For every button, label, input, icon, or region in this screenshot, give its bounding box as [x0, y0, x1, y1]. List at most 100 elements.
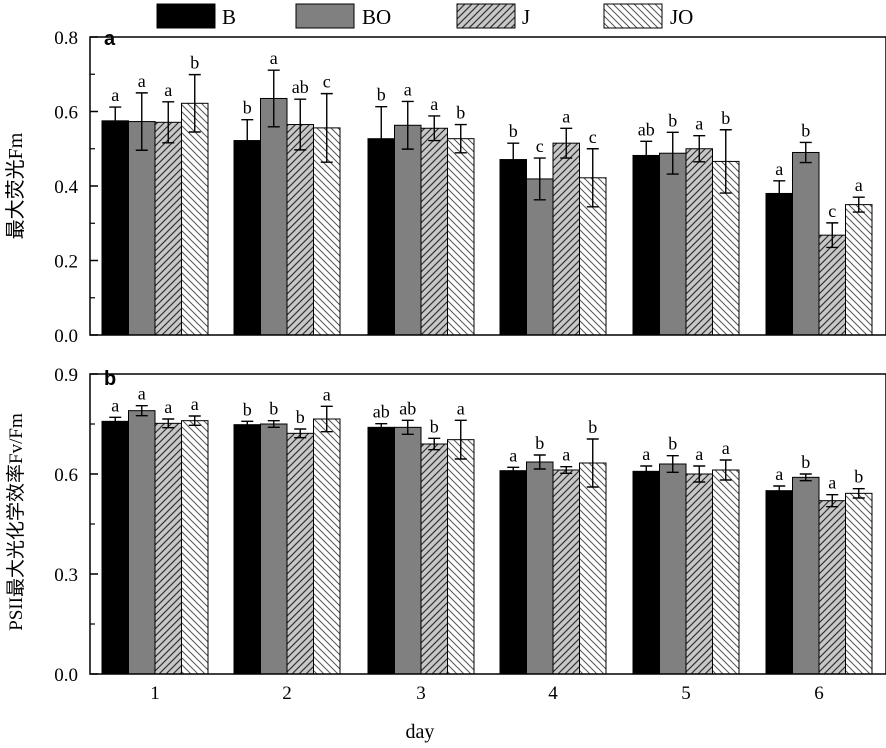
xtick-label: 2: [282, 683, 292, 704]
panel-b-bar-b-day-1: [101, 420, 129, 675]
panel-b-significance-letter: a: [828, 473, 836, 493]
panel-a-error-bar: [640, 140, 653, 171]
panel-b-bar-jo-day-4: [579, 462, 607, 675]
panel-b-significance-letter: a: [138, 384, 146, 404]
panel-b-significance-letter: a: [191, 394, 199, 414]
panel-a-ytick-label: 0.0: [54, 326, 78, 347]
panel-b-bar-j-day-4: [552, 469, 580, 675]
panel-a-bar-jo-day-6: [845, 204, 873, 336]
panel-a-significance-letter: ab: [638, 119, 655, 139]
panel-a-error-bar: [719, 129, 732, 194]
panel-b-error-bar: [852, 487, 865, 499]
panel-a-significance-letter: b: [509, 121, 518, 141]
panel-a-error-bar: [162, 101, 175, 144]
panel-a-significance-letter: a: [111, 85, 119, 105]
panel-b-significance-letter: b: [269, 399, 278, 419]
panel-b-error-bar: [719, 459, 732, 481]
panel-b-significance-letter: a: [509, 445, 517, 465]
xtick-label: 1: [150, 683, 160, 704]
xtick-label: 3: [416, 683, 426, 704]
panel-b-significance-letter: ab: [373, 402, 390, 422]
panel-a-error-bar: [852, 196, 865, 213]
panel-a-significance-letter: a: [270, 48, 278, 68]
panel-b-error-bar: [693, 465, 706, 483]
legend-label-bo: BO: [362, 5, 391, 29]
panel-b-bar-jo-day-5: [712, 469, 740, 675]
panel-b-bar-bo-day-3: [394, 426, 422, 675]
panel-a-significance-letter: ab: [292, 77, 309, 97]
panel-b-error-bar: [666, 454, 679, 474]
panel-b-ytick-label: 0.6: [54, 465, 78, 486]
panel-a-error-bar: [454, 123, 467, 154]
panel-b-significance-letter: b: [854, 467, 863, 487]
panel-b-error-bar: [135, 404, 148, 417]
x-axis-label: day: [406, 721, 435, 743]
legend-swatch-bo: [295, 3, 355, 29]
panel-a-error-bar: [109, 106, 122, 136]
panel-a-bar-bo-day-5: [659, 152, 687, 336]
panel-a-ytick-label: 0.6: [54, 103, 78, 124]
panel-b-significance-letter: a: [722, 438, 730, 458]
panel-a-error-bar: [666, 131, 679, 175]
panel-a-significance-letter: a: [855, 175, 863, 195]
panel-b-significance-letter: a: [111, 395, 119, 415]
panel-a-bar-bo-day-2: [260, 97, 288, 336]
panel-a-significance-letter: b: [721, 108, 730, 128]
panel-b-bar-j-day-3: [420, 443, 448, 675]
panel-b-error-bar: [826, 493, 839, 508]
panel-a-significance-letter: b: [377, 85, 386, 105]
panel-a-error-bar: [267, 69, 280, 128]
panel-a-error-bar: [375, 105, 388, 172]
panel-a-significance-letter: a: [430, 94, 438, 114]
panel-a-error-bar: [560, 127, 573, 159]
panel-b-ytick-label: 0.3: [54, 565, 78, 586]
panel-a-error-bar: [586, 148, 599, 208]
panel-b-ytick-label: 0.0: [54, 665, 78, 686]
legend-label-b: B: [222, 5, 236, 29]
panel-a-bar-j-day-6: [818, 234, 846, 336]
panel-b-error-bar: [454, 419, 467, 460]
panel-a-error-bar: [428, 115, 441, 142]
panel-a-bar-b-day-1: [101, 120, 129, 336]
panel-b-significance-letter: ab: [399, 398, 416, 418]
panel-a-bar-bo-day-4: [526, 178, 554, 336]
panel-a-bar-j-day-2: [286, 124, 314, 336]
panel-b-bar-bo-day-1: [128, 410, 156, 675]
panel-b-significance-letter: a: [323, 384, 331, 404]
panel-b-error-bar: [241, 420, 254, 429]
panel-b-significance-letter: b: [430, 416, 439, 436]
panel-b-bar-j-day-2: [286, 432, 314, 675]
legend-swatch-jo: [603, 3, 663, 29]
panel-a-significance-letter: a: [404, 79, 412, 99]
panel-b-bar-j-day-1: [154, 422, 182, 675]
panel-a-significance-letter: c: [828, 201, 836, 221]
legend-label-jo: JO: [670, 5, 693, 29]
panel-b-bar-b-day-6: [765, 490, 793, 675]
panel-a-error-bar: [693, 135, 706, 163]
panel-b-significance-letter: a: [775, 464, 783, 484]
panel-b-error-bar: [560, 465, 573, 475]
panel-a-bar-j-day-3: [420, 127, 448, 336]
legend: B BO J JO: [156, 3, 693, 29]
panel-a-bar-bo-day-3: [394, 124, 422, 336]
panel-a-significance-letter: a: [775, 159, 783, 179]
panel-b-error-bar: [375, 422, 388, 432]
panel-a-bar-j-day-4: [552, 142, 580, 336]
panel-a-significance-letter: b: [190, 53, 199, 73]
panel-b-significance-letter: b: [668, 434, 677, 454]
panel-b-error-bar: [533, 454, 546, 470]
panel-a-error-bar: [401, 100, 414, 150]
panel-a-error-bar: [135, 92, 148, 151]
panel-b-frame: [89, 373, 886, 675]
panel-a-significance-letter: b: [801, 120, 810, 140]
legend-swatch-b: [156, 3, 216, 29]
panel-a-error-bar: [533, 157, 546, 201]
panel-b-error-bar: [773, 485, 786, 497]
panel-b-bar-jo-day-2: [313, 418, 341, 675]
panel-b-error-bar: [188, 415, 201, 427]
legend-swatch-j: [456, 3, 516, 29]
panel-b-bar-b-day-3: [367, 426, 395, 675]
panel-a-error-bar: [241, 118, 254, 163]
